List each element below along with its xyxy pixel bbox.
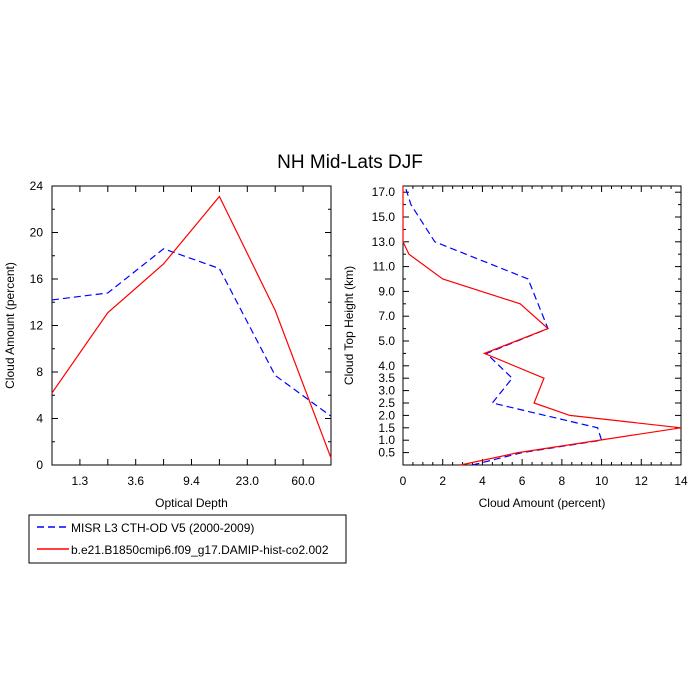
y-tick-label: 24 — [30, 179, 44, 193]
y-tick-label: 11.0 — [373, 260, 396, 274]
y-tick-label: 4.0 — [378, 359, 395, 373]
legend-label-1: b.e21.B1850cmip6.f09_g17.DAMIP-hist-co2.… — [71, 543, 329, 557]
x-tick-label: 4 — [479, 474, 486, 488]
left-plot: 1.3 3.6 9.4 23.0 60.0 0 4 8 12 16 20 24 Optical Dept… — [3, 179, 332, 510]
y-tick-label: 15.0 — [372, 210, 396, 224]
plot-frame — [51, 185, 332, 466]
y-tick-label: 5.0 — [378, 334, 395, 348]
x-tick-label: 14 — [674, 474, 688, 488]
legend-box — [28, 514, 347, 564]
series-line-1 — [402, 186, 682, 466]
x-tick-label: 12 — [635, 474, 649, 488]
x-tick-label: 6 — [519, 474, 526, 488]
x-tick-label: 1.3 — [72, 474, 89, 488]
series-line-0 — [51, 248, 332, 417]
y-tick-label: 0 — [36, 458, 43, 472]
chart-title: NH Mid-Lats DJF — [277, 152, 423, 173]
y-tick-label: 2.0 — [378, 408, 395, 422]
y-tick-label: 13.0 — [372, 235, 396, 249]
y-tick-label: 20 — [30, 226, 44, 240]
x-tick-label: 2 — [439, 474, 446, 488]
x-tick-label: 3.6 — [127, 474, 144, 488]
y-tick-label: 9.0 — [378, 284, 395, 298]
x-tick-label: 0 — [400, 474, 407, 488]
legend-label-0: MISR L3 CTH-OD V5 (2000-2009) — [71, 521, 254, 535]
x-tick-label: 9.4 — [183, 474, 200, 488]
y-axis-label: Cloud Top Height (km) — [342, 266, 356, 385]
y-tick-label: 16 — [30, 272, 44, 286]
y-tick-label: 1.5 — [378, 421, 395, 435]
y-tick-label: 8 — [36, 365, 43, 379]
y-tick-label: 2.5 — [378, 396, 395, 410]
y-tick-label: 3.0 — [378, 384, 395, 398]
x-axis-label: Cloud Amount (percent) — [479, 496, 606, 510]
y-tick-label: 1.0 — [378, 433, 395, 447]
x-tick-label: 60.0 — [291, 474, 315, 488]
series-line-1 — [51, 195, 332, 459]
x-tick-label: 8 — [559, 474, 566, 488]
y-tick-label: 0.5 — [378, 446, 395, 460]
x-axis-label: Optical Depth — [155, 496, 228, 510]
legend: MISR L3 CTH-OD V5 (2000-2009) b.e21.B1850… — [28, 514, 347, 564]
y-tick-label: 17.0 — [372, 185, 396, 199]
y-axis-label: Cloud Amount (percent) — [3, 262, 17, 389]
x-tick-label: 10 — [595, 474, 609, 488]
series-line-0 — [404, 185, 603, 466]
y-tick-label: 7.0 — [378, 309, 395, 323]
y-tick-label: 3.5 — [378, 371, 395, 385]
x-tick-label: 23.0 — [236, 474, 260, 488]
right-plot: 0 2 4 6 8 10 12 14 0.51.01.52.02.53.03.54.0 5.0 7.… — [342, 185, 688, 510]
y-tick-label: 12 — [30, 319, 44, 333]
y-tick-label: 4 — [36, 412, 43, 426]
